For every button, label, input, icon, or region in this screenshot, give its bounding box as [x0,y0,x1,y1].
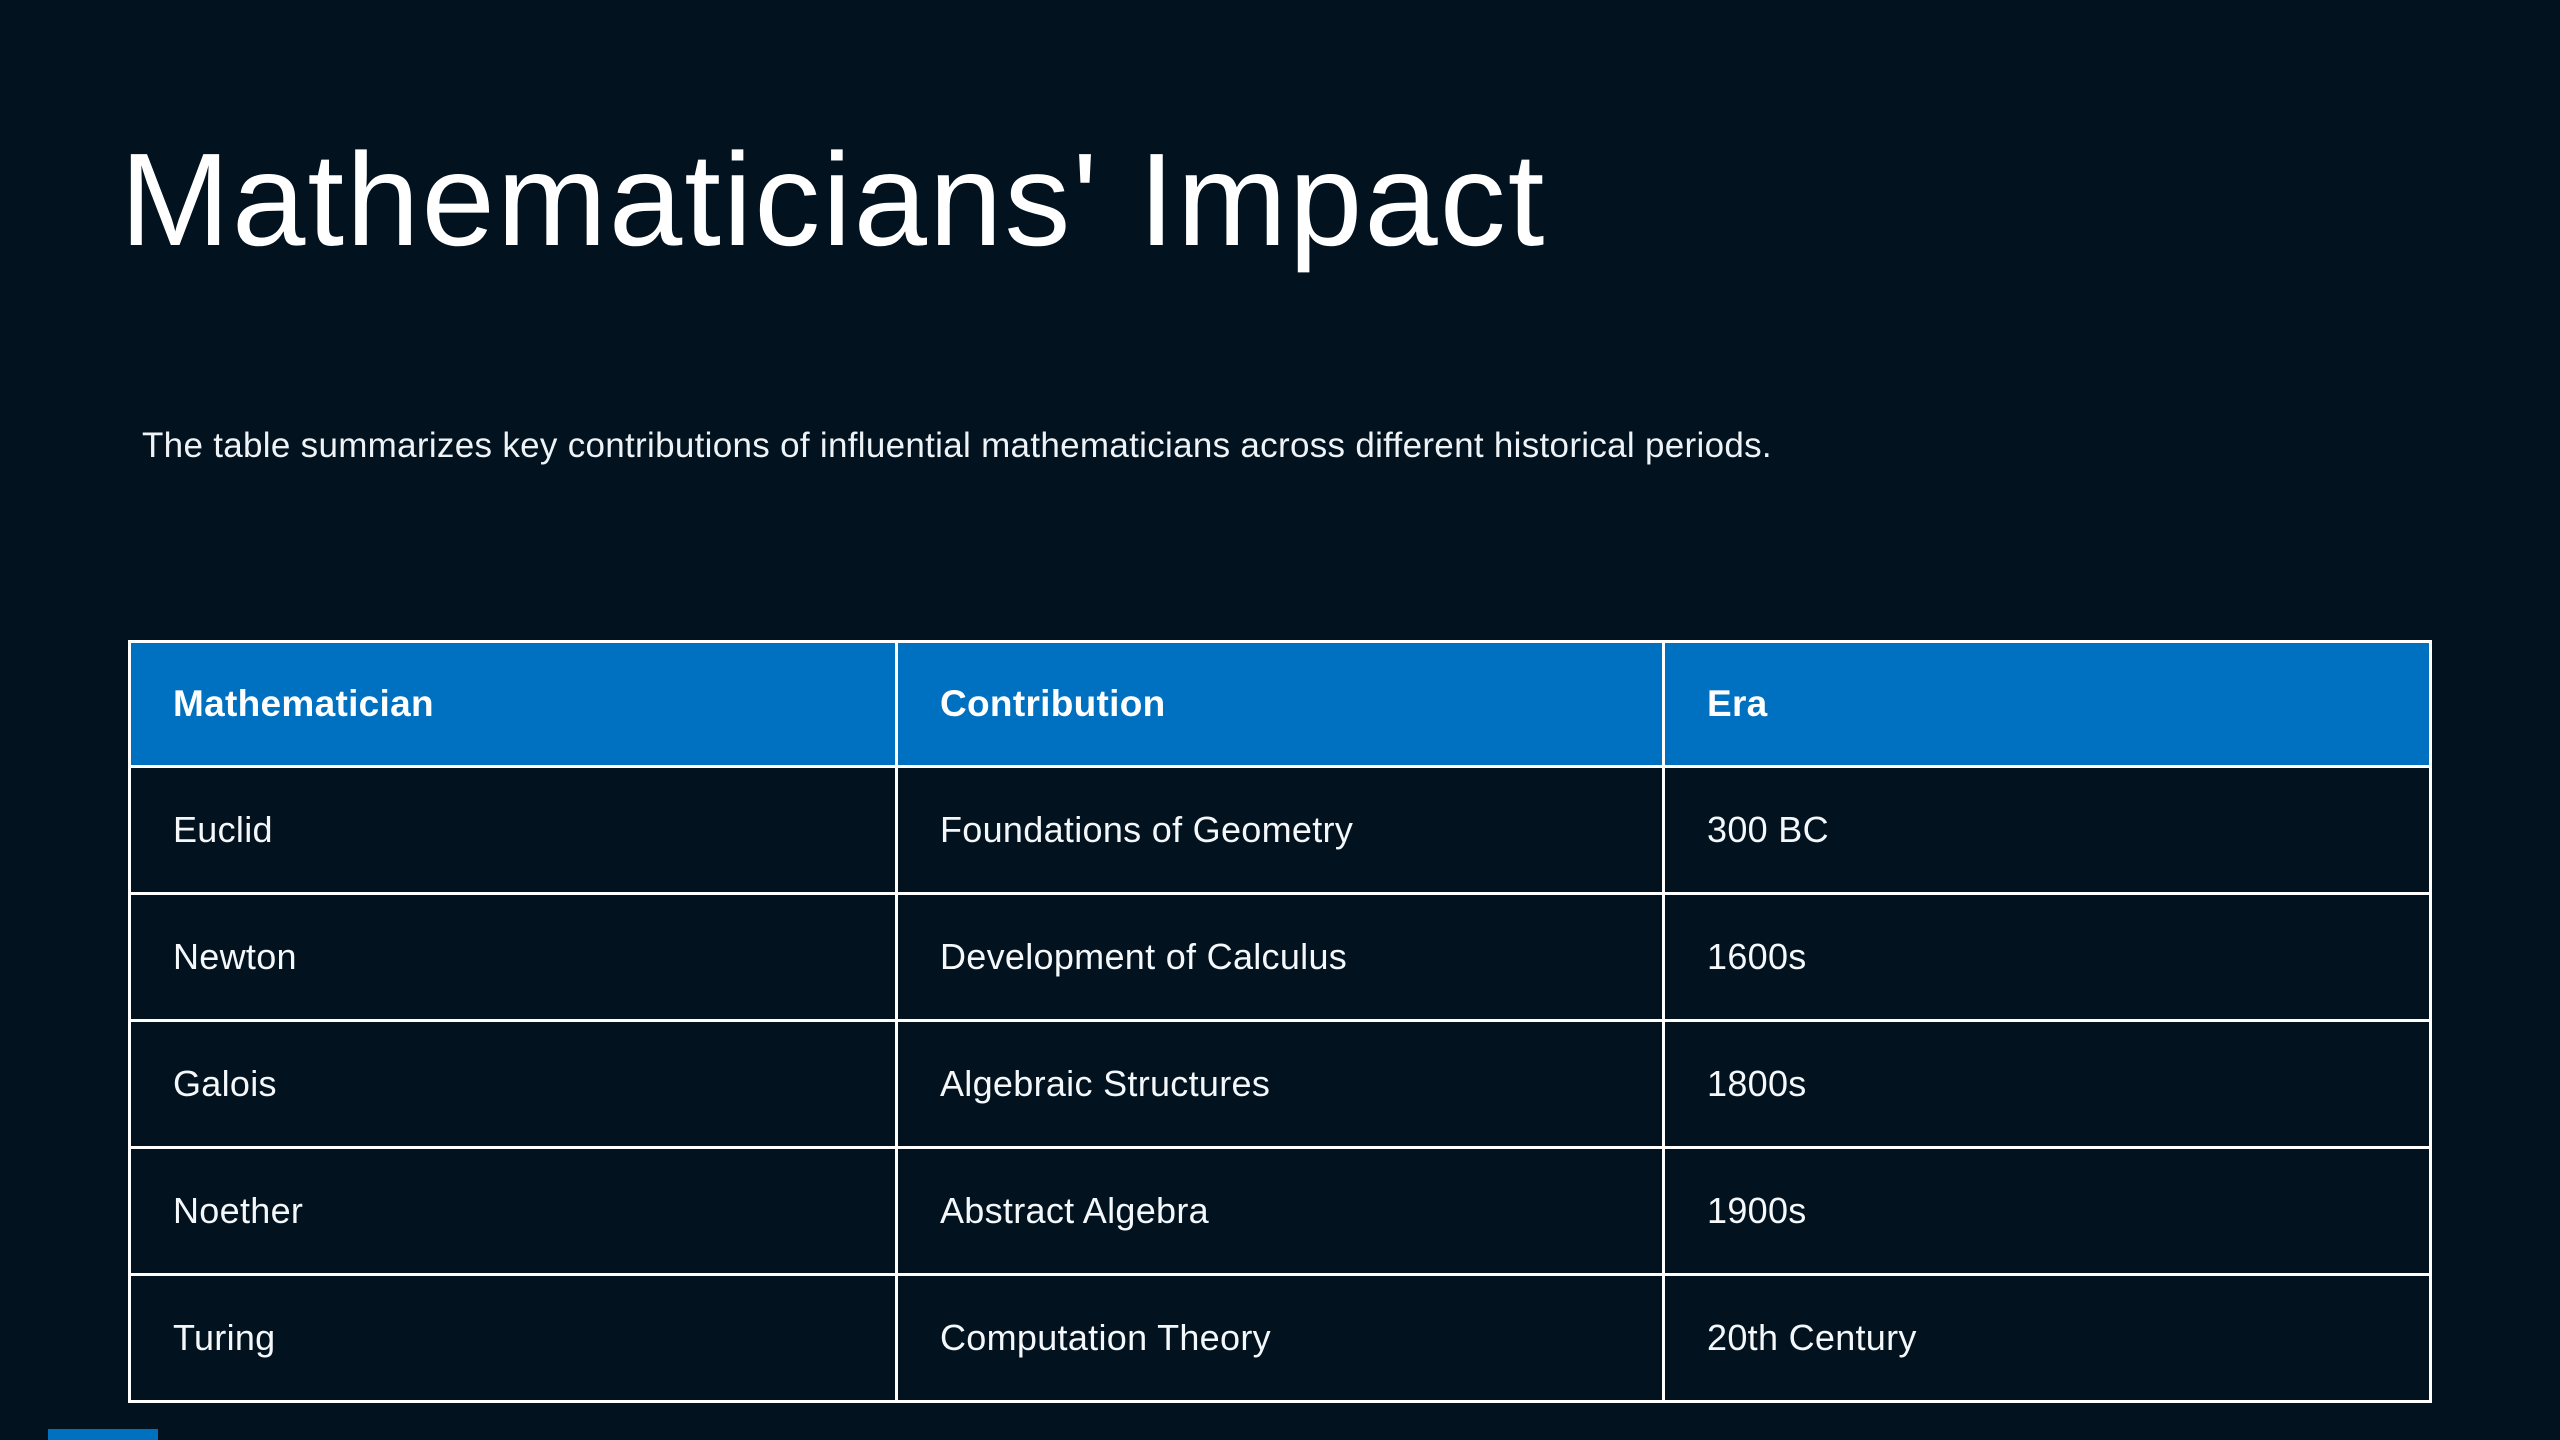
cell-mathematician: Galois [128,1019,898,1149]
column-header-contribution: Contribution [895,640,1665,768]
table-row: Euclid Foundations of Geometry 300 BC [128,765,2432,895]
slide-subtitle: The table summarizes key contributions o… [142,426,1772,465]
table-row: Noether Abstract Algebra 1900s [128,1146,2432,1276]
cell-era: 300 BC [1662,765,2432,895]
table-header-row: Mathematician Contribution Era [128,640,2432,768]
mathematicians-table: Mathematician Contribution Era Euclid Fo… [128,640,2432,1403]
cell-mathematician: Newton [128,892,898,1022]
cell-mathematician: Euclid [128,765,898,895]
cell-mathematician: Turing [128,1273,898,1403]
slide-title: Mathematicians' Impact [120,126,1547,273]
cell-contribution: Foundations of Geometry [895,765,1665,895]
cell-era: 1600s [1662,892,2432,1022]
table-row: Turing Computation Theory 20th Century [128,1273,2432,1403]
column-header-mathematician: Mathematician [128,640,898,768]
table-body: Euclid Foundations of Geometry 300 BC Ne… [128,765,2432,1403]
cell-contribution: Computation Theory [895,1273,1665,1403]
table-row: Galois Algebraic Structures 1800s [128,1019,2432,1149]
table-header: Mathematician Contribution Era [128,640,2432,768]
cell-era: 20th Century [1662,1273,2432,1403]
cell-contribution: Algebraic Structures [895,1019,1665,1149]
cell-contribution: Abstract Algebra [895,1146,1665,1276]
cell-era: 1800s [1662,1019,2432,1149]
cell-mathematician: Noether [128,1146,898,1276]
cell-era: 1900s [1662,1146,2432,1276]
cell-contribution: Development of Calculus [895,892,1665,1022]
column-header-era: Era [1662,640,2432,768]
bottom-left-accent-bar [48,1429,158,1440]
table-row: Newton Development of Calculus 1600s [128,892,2432,1022]
